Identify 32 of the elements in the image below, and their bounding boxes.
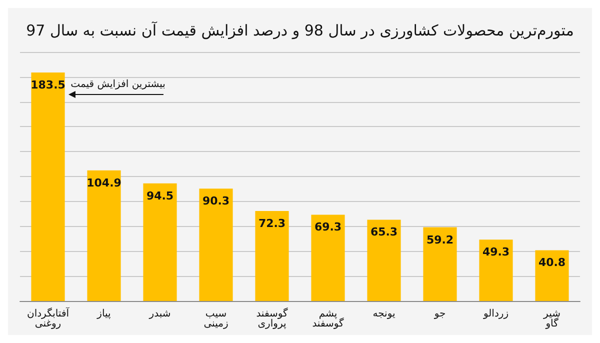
data-label: 183.5	[30, 78, 66, 92]
bar	[535, 250, 569, 301]
bar	[423, 227, 457, 301]
bar	[87, 170, 121, 301]
x-tick-label: شبدر	[148, 308, 171, 320]
annotation: بیشترین افزایش قیمت	[70, 79, 166, 90]
x-tick-label: یونجه	[372, 308, 396, 320]
data-label: 49.3	[482, 246, 510, 259]
x-tick-label: گوسفند پرواری	[256, 308, 288, 330]
data-label: 72.3	[258, 216, 286, 230]
x-tick-label: سیب زمینی	[204, 308, 228, 330]
bar	[255, 210, 289, 301]
data-label: 40.8	[538, 256, 566, 270]
data-label: 59.2	[426, 233, 454, 246]
bar	[367, 220, 401, 301]
bar	[199, 188, 233, 301]
data-label: 94.5	[146, 189, 174, 202]
x-tick-label: زردالو	[482, 308, 509, 320]
data-label: 104.9	[86, 176, 122, 190]
x-tick-label: شیر گاو	[542, 308, 560, 330]
x-tick-label: آفتابگردان روغنی	[26, 306, 70, 330]
x-tick-label: پیاز	[96, 308, 112, 320]
chart-title: متورم‌ترین محصولات کشاورزی در سال 98 و درصد افزایش قیمت آن نسبت به سال 97	[26, 20, 574, 40]
data-label: 90.3	[202, 194, 230, 208]
bar	[31, 72, 65, 301]
data-label: 69.3	[314, 220, 342, 234]
x-tick-label: جو	[433, 308, 446, 320]
bar	[479, 240, 513, 301]
bar	[143, 183, 177, 301]
bar	[311, 214, 345, 301]
data-label: 65.3	[370, 226, 398, 239]
x-tick-label: پشم گوسفند	[312, 308, 344, 330]
